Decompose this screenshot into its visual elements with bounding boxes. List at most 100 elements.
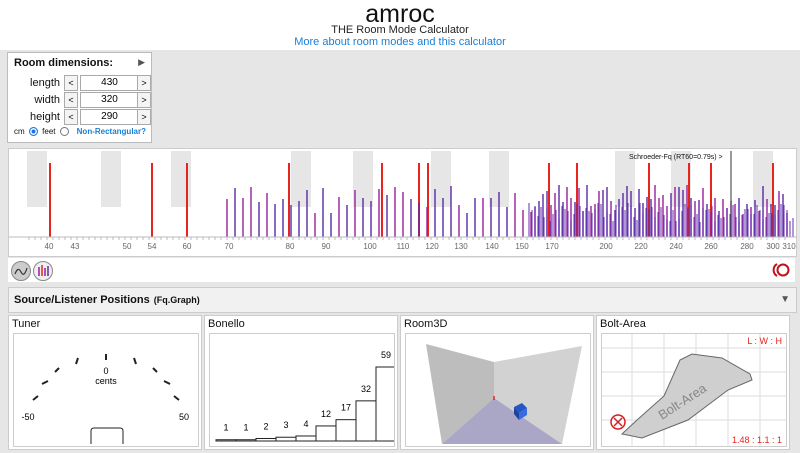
octave-band	[615, 151, 635, 207]
bonello-bar-label: 1	[223, 423, 228, 433]
octave-band	[753, 151, 773, 207]
graph-tick-label: 80	[286, 242, 295, 251]
bonello-bar-label: 4	[303, 419, 308, 429]
height-row: height < >	[12, 109, 151, 125]
unit-cm-label: cm	[14, 127, 25, 136]
octave-band	[431, 151, 451, 207]
graph-tick-label: 110	[397, 242, 410, 251]
graph-tick-label: 130	[454, 242, 468, 251]
room3d-floor	[442, 398, 562, 444]
non-rectangular-link[interactable]: Non-Rectangular?	[76, 127, 146, 136]
bonello-bar-label: 59	[381, 350, 391, 360]
more-info-link[interactable]: More about room modes and this calculato…	[294, 36, 506, 48]
octave-band	[671, 151, 691, 207]
bonello-bar	[335, 419, 357, 442]
bonello-bar	[375, 366, 397, 442]
bonello-panel: Bonello 1 1 2 3 4 12 17 32 59	[204, 315, 398, 450]
octave-band	[291, 151, 311, 207]
graph-tick-label: 200	[599, 242, 613, 251]
graph-tick-label: 90	[322, 242, 331, 251]
curve-view-icon[interactable]	[11, 261, 31, 281]
amroc-logo-icon[interactable]	[771, 261, 791, 279]
tuner-tick	[41, 380, 49, 385]
bonello-bar-label: 17	[341, 403, 351, 413]
graph-tick-label: 280	[740, 242, 754, 251]
graph-tick-label: 43	[71, 242, 80, 251]
bars-view-icon[interactable]	[33, 261, 53, 281]
room-mode-graph[interactable]: 40 43 50 54 60 70 80 90 100 110 120 130 140 150 170 200…	[8, 148, 797, 257]
graph-toolbar	[8, 258, 795, 282]
room3d-listener-marker	[514, 403, 527, 413]
bonello-bar	[355, 400, 377, 442]
bonello-bar	[255, 437, 277, 442]
bonello-bar	[275, 436, 297, 442]
tuner-tick	[163, 380, 171, 385]
tuner-right-label: 50	[179, 412, 189, 422]
triangle-right-icon[interactable]: ▶	[138, 57, 145, 67]
height-increment-button[interactable]: >	[137, 109, 151, 125]
tuner-gauge: 0 cents -50 50	[21, 354, 189, 444]
graph-tick-label: 120	[425, 242, 439, 251]
tuner-needle-base	[90, 427, 124, 444]
schroeder-label: Schroeder-Fq (RT60=0.79s) >	[629, 154, 723, 161]
bolt-ratio-value: 1.48 : 1.1 : 1	[732, 435, 782, 445]
graph-tick-label: 170	[545, 242, 559, 251]
bolt-area-shape	[620, 353, 753, 439]
unit-feet-radio[interactable]	[59, 127, 69, 137]
bonello-bar	[315, 425, 337, 442]
triangle-down-icon[interactable]: ▼	[780, 294, 790, 305]
source-listener-label: Source/Listener Positions	[14, 294, 150, 306]
graph-tick-label: 300	[766, 242, 780, 251]
bonello-bar-label: 2	[263, 421, 268, 431]
close-circle-icon[interactable]	[610, 414, 626, 430]
width-decrement-button[interactable]: <	[64, 92, 78, 108]
octave-band	[101, 151, 121, 207]
bonello-bar-label: 3	[283, 420, 288, 430]
graph-tick-label: 60	[183, 242, 192, 251]
graph-tick-label: 50	[123, 242, 132, 251]
tuner-tick	[32, 395, 39, 401]
room-dimensions-title: Room dimensions:	[14, 57, 114, 69]
source-listener-subtitle: (Fq.Graph)	[153, 295, 200, 305]
octave-band	[489, 151, 509, 207]
unit-selector: cm feet	[14, 127, 152, 137]
tuner-tick	[54, 367, 60, 373]
width-row: width < >	[12, 92, 151, 108]
room-mode-chart: 40 43 50 54 60 70 80 90 100 110 120 130 140 150 170 200…	[9, 151, 796, 251]
room3d-view[interactable]	[405, 333, 591, 447]
tuner-tick	[75, 357, 79, 365]
bolt-area-title: Bolt-Area	[600, 318, 646, 330]
octave-band	[353, 151, 373, 207]
tuner-unit-label: cents	[95, 376, 117, 386]
tuner-title: Tuner	[12, 318, 41, 330]
graph-tick-label: 150	[515, 242, 529, 251]
width-input[interactable]	[80, 92, 139, 108]
source-listener-bar[interactable]: Source/Listener Positions (Fq.Graph) ▼	[8, 287, 797, 313]
height-decrement-button[interactable]: <	[64, 109, 78, 125]
unit-cm-radio[interactable]	[28, 127, 38, 137]
length-input[interactable]	[80, 75, 139, 91]
tuner-left-label: -50	[21, 412, 34, 422]
graph-tick-label: 260	[704, 242, 718, 251]
tuner-center-label: 0	[103, 366, 108, 376]
tuner-tick	[133, 357, 137, 365]
room3d-title: Room3D	[404, 318, 448, 330]
height-input[interactable]	[80, 109, 139, 125]
bonello-bar-label: 1	[243, 423, 248, 433]
room-dimensions-panel: Room dimensions: ▶ length < > width < > …	[7, 52, 152, 143]
tuner-panel: Tuner 0 cents -50 50	[8, 315, 202, 450]
bonello-bar-label: 12	[321, 409, 331, 419]
length-decrement-button[interactable]: <	[64, 75, 78, 91]
room3d-left-wall	[426, 344, 494, 444]
height-label: height	[30, 111, 60, 123]
app-subtitle: THE Room Mode Calculator	[331, 24, 469, 36]
graph-tick-label: 220	[634, 242, 648, 251]
bolt-area-chart: Bolt-Area L : W : H 1.48 : 1.1 : 1	[602, 334, 786, 446]
graph-tick-label: 100	[363, 242, 377, 251]
width-label: width	[34, 94, 60, 106]
width-increment-button[interactable]: >	[137, 92, 151, 108]
bolt-ratio-label: L : W : H	[747, 336, 782, 346]
length-increment-button[interactable]: >	[137, 75, 151, 91]
page-header: amroc THE Room Mode Calculator More abou…	[0, 0, 800, 50]
